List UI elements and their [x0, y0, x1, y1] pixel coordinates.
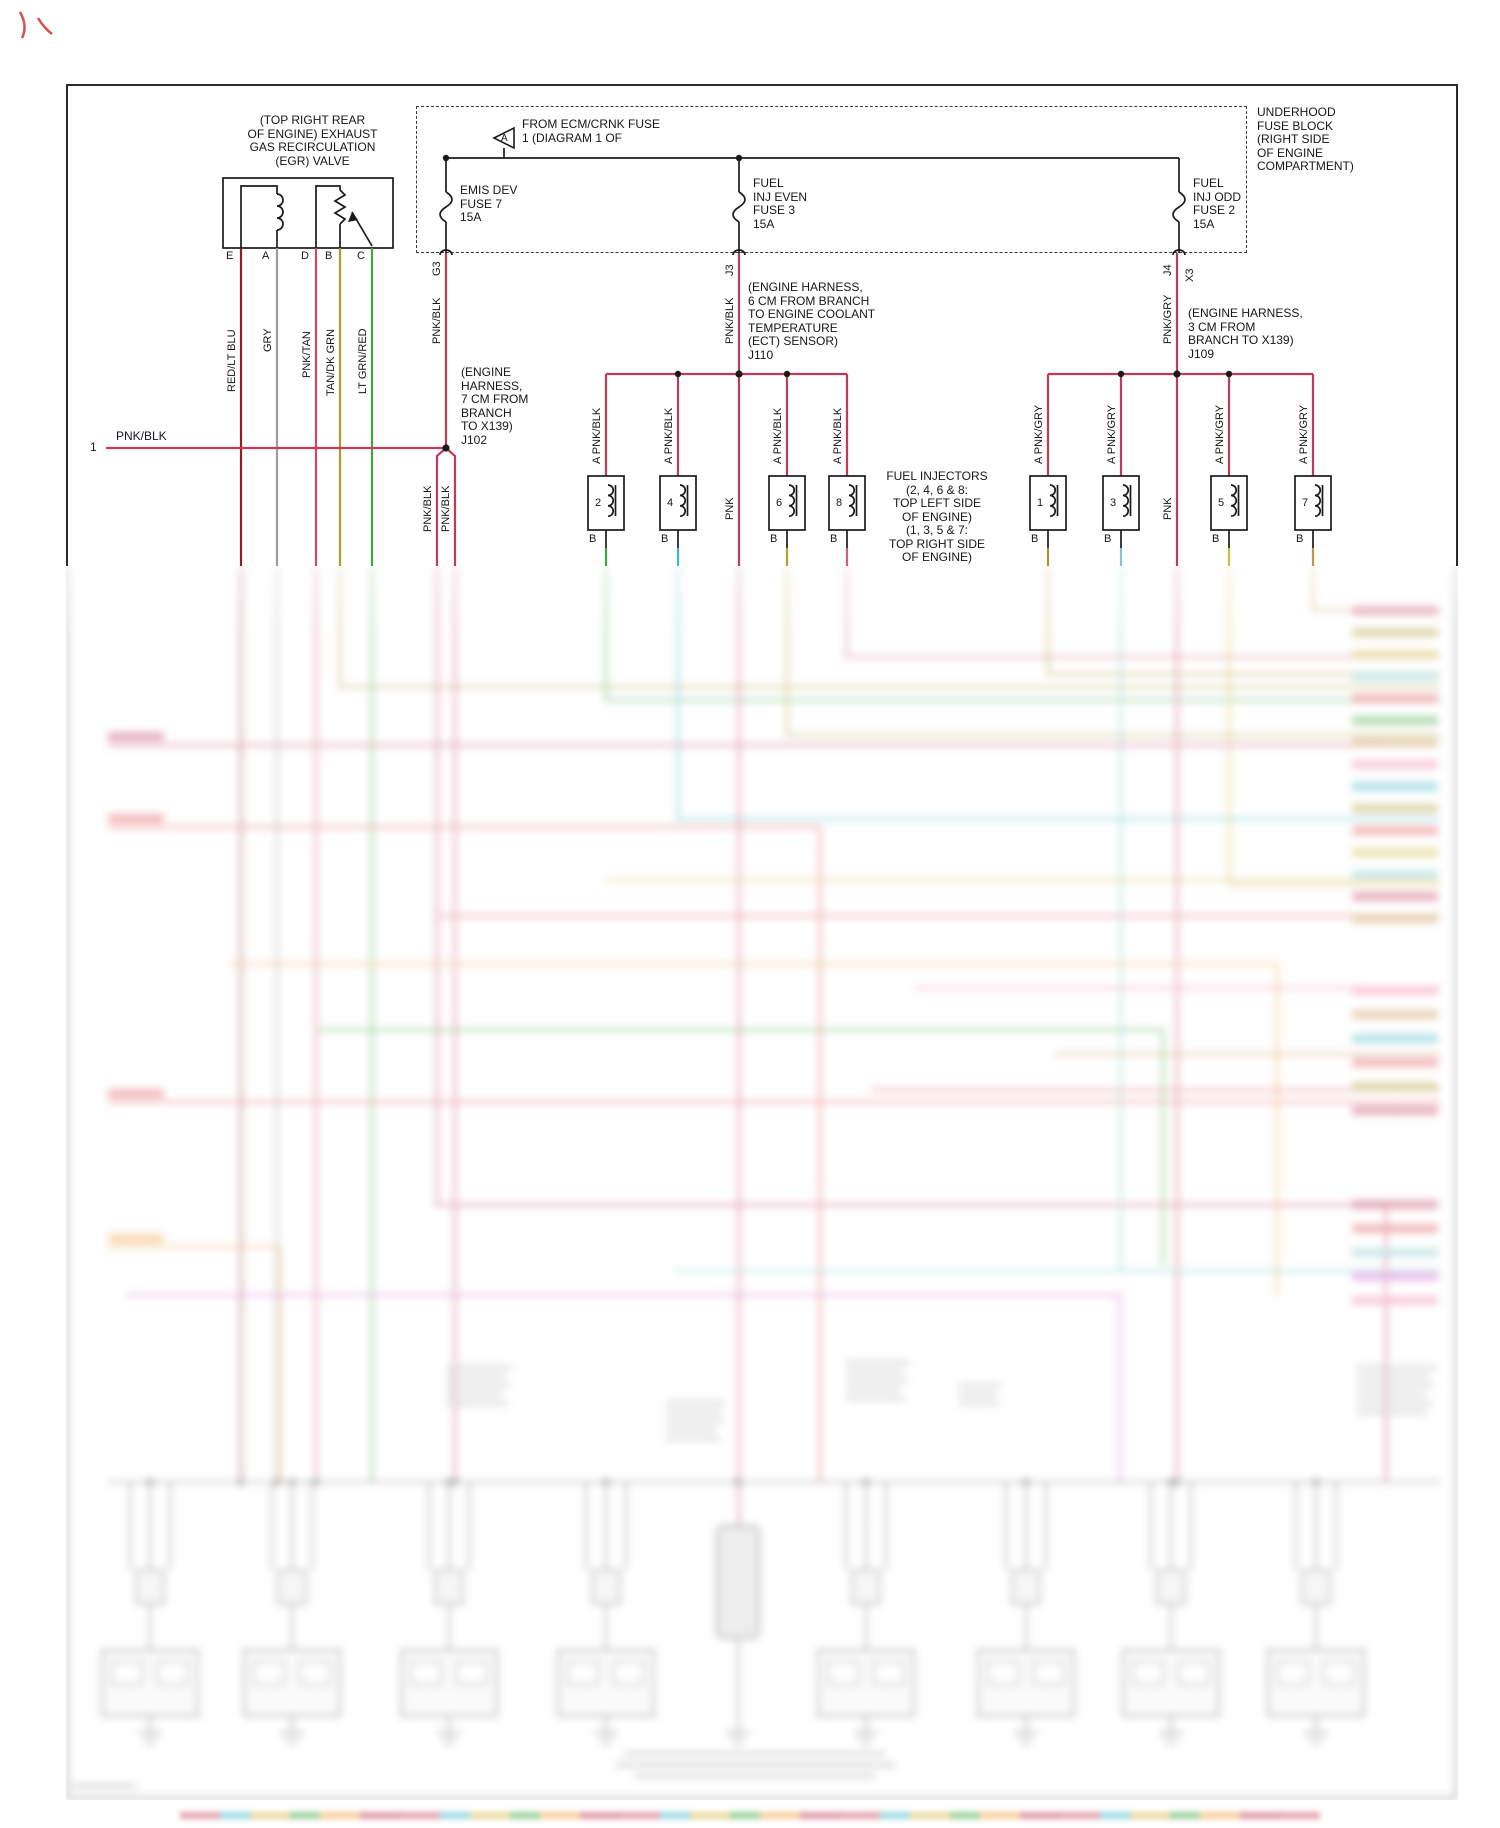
injector-pin-label: B: [830, 533, 838, 545]
injector-pin-label: B: [1296, 533, 1304, 545]
injector-feed-label: A PNK/BLK: [591, 407, 603, 464]
ecm-source-note: FROM ECM/CRNK FUSE 1 (DIAGRAM 1 OF: [522, 117, 660, 145]
terminal-label-j3: J3: [724, 264, 736, 276]
connector-cup-icon: [439, 249, 1186, 256]
injector-pin-label: B: [661, 533, 669, 545]
injector-number: 3: [1109, 497, 1117, 509]
even-bank-feed-wires: [604, 253, 849, 566]
pnk-blk-feed-wires: [106, 253, 457, 566]
wire-color-label: LT GRN/RED: [357, 328, 369, 394]
splice-note-j110: (ENGINE HARNESS, 6 CM FROM BRANCH TO ENG…: [748, 280, 876, 362]
blurred-lower-section: [66, 566, 1458, 1800]
wire-color-label: RED/LT BLU: [226, 329, 238, 392]
branch-wire-label: PNK/BLK: [422, 485, 434, 532]
egr-wires: [239, 248, 374, 566]
egr-location-note: (TOP RIGHT REAR OF ENGINE) EXHAUST GAS R…: [247, 113, 378, 168]
page-bottom-color-strip: [180, 1812, 1320, 1819]
odd-bank-feed-wires: [1046, 253, 1315, 566]
off-page-arrow-label: A: [501, 133, 508, 144]
injector-pin-label: B: [589, 533, 597, 545]
splice-note-j109: (ENGINE HARNESS, 3 CM FROM BRANCH TO X13…: [1188, 306, 1303, 361]
terminal-label-g3: G3: [431, 261, 443, 276]
branch-wire-label: PNK/BLK: [440, 485, 452, 532]
fuse-label-inj-odd: FUEL INJ ODD FUSE 2 15A: [1193, 176, 1241, 231]
injector-feed-label: A PNK/GRY: [1298, 404, 1310, 464]
solenoid-coil-icon: [276, 193, 284, 231]
injector-output-wires: [604, 548, 1315, 566]
fuse-symbol: [1172, 191, 1186, 223]
odd-feed-pnk-label: PNK: [1162, 497, 1174, 520]
fuse-block-title: UNDERHOOD FUSE BLOCK (RIGHT SIDE OF ENGI…: [1257, 105, 1354, 173]
egr-pin-label: A: [262, 250, 270, 262]
wire-color-label: GRY: [262, 328, 274, 352]
underhood-fuse-block-outline: [416, 106, 1247, 253]
fuse-label-inj-even: FUEL INJ EVEN FUSE 3 15A: [753, 176, 808, 231]
resistor-icon: [333, 189, 347, 225]
wire-color-label: PNK/TAN: [301, 331, 313, 378]
egr-pin-label: C: [357, 250, 365, 262]
terminal-label-j4: J4: [1162, 264, 1174, 276]
injector-number: 4: [666, 497, 674, 509]
injector-feed-label: A PNK/BLK: [832, 407, 844, 464]
egr-valve-symbol: [222, 177, 394, 249]
left-feed-wire-label: PNK/BLK: [116, 429, 167, 443]
injector-number: 7: [1301, 497, 1309, 509]
injector-pin-label: B: [1212, 533, 1220, 545]
injector-number: 1: [1036, 497, 1044, 509]
page-margin-marks: [18, 11, 53, 39]
blurred-lines-layer: [66, 566, 1457, 1799]
injector-feed-label: A PNK/BLK: [663, 407, 675, 464]
egr-pin-label: E: [226, 250, 234, 262]
fuse-label-emis-dev: EMIS DEV FUSE 7 15A: [460, 183, 518, 224]
injector-pin-label: B: [770, 533, 778, 545]
injector-feed-label: A PNK/BLK: [772, 407, 784, 464]
splice-dots: [442, 370, 1233, 452]
injector-coil-icon: [607, 484, 617, 518]
wire-color-label: TAN/DK GRN: [325, 328, 337, 396]
injector-feed-label: A PNK/GRY: [1033, 404, 1045, 464]
wire-color-label: PNK/BLK: [724, 297, 736, 344]
injector-number: 5: [1217, 497, 1225, 509]
connector-label-x3: X3: [1184, 268, 1196, 282]
schematic-lines-layer: [18, 11, 1332, 566]
injector-feed-label: A PNK/GRY: [1214, 404, 1226, 464]
splice-note-j102: (ENGINE HARNESS, 7 CM FROM BRANCH TO X13…: [461, 365, 529, 447]
injector-feed-label: A PNK/GRY: [1106, 404, 1118, 464]
circuit-number: 1: [90, 440, 97, 454]
fuse-symbol: [732, 191, 746, 223]
fuse-block-bus: [439, 148, 1186, 256]
wire-color-label: PNK/BLK: [431, 297, 443, 344]
fuel-injectors-note: FUEL INJECTORS (2, 4, 6 & 8: TOP LEFT SI…: [886, 469, 988, 564]
injector-number: 2: [594, 497, 602, 509]
diagram-border: [66, 84, 1458, 566]
injector-number: 6: [775, 497, 783, 509]
wire-color-label: PNK/GRY: [1162, 294, 1174, 344]
fuse-symbol: [439, 191, 453, 223]
egr-pin-label: D: [301, 250, 309, 262]
off-page-arrow-icon: [492, 126, 515, 150]
injector-number: 8: [835, 497, 843, 509]
egr-pin-label: B: [325, 250, 333, 262]
blurred-content: [66, 566, 1458, 1800]
injector-pin-label: B: [1104, 533, 1112, 545]
even-feed-pnk-label: PNK: [724, 497, 736, 520]
injector-pin-label: B: [1031, 533, 1039, 545]
injector-symbols: [587, 475, 1332, 548]
bus-junction-dots: [442, 154, 743, 162]
